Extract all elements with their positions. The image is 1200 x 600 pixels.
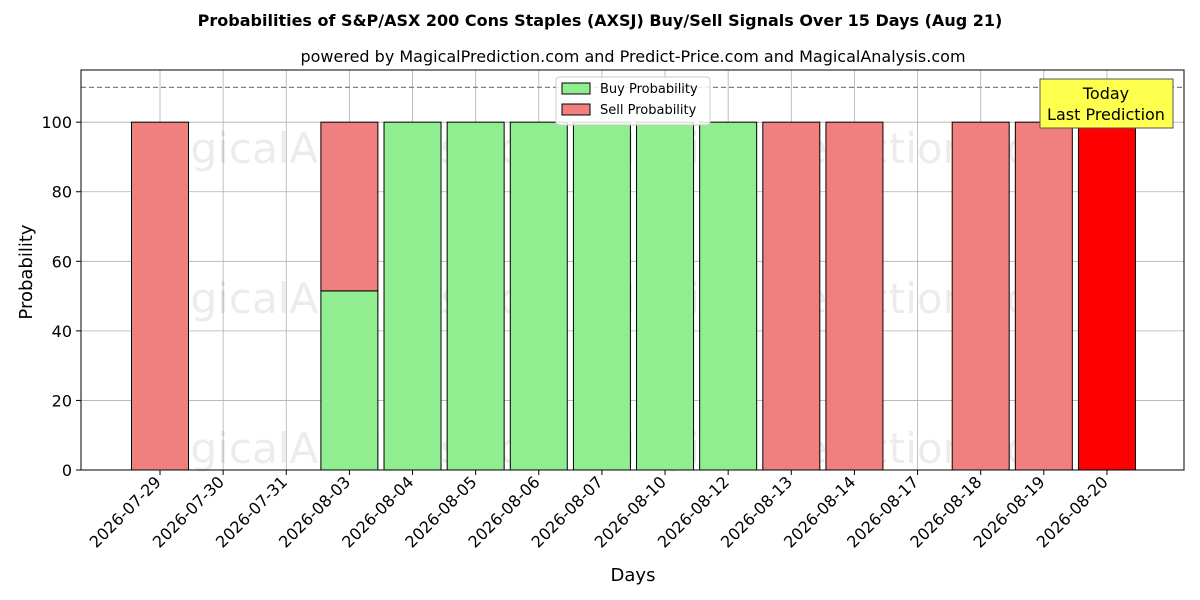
bar-buy-2026-08-06	[509, 121, 568, 471]
y-tick-label: 60	[52, 252, 72, 271]
y-tick-label: 80	[52, 183, 72, 202]
legend-swatch-buy	[561, 82, 591, 95]
x-ticks: 2026-07-292026-07-302026-07-312026-08-03…	[86, 470, 1112, 552]
chart-title: Probabilities of S&P/ASX 200 Cons Staple…	[198, 11, 1003, 30]
chart-subtitle: powered by MagicalPrediction.com and Pre…	[300, 47, 965, 66]
bar-sell-2026-08-18	[951, 121, 1010, 471]
legend-label-buy: Buy Probability	[600, 82, 698, 97]
annotation-box	[1039, 78, 1174, 129]
y-ticks: 0 20 40 60 80 100	[41, 113, 81, 480]
bar-sell-2026-08-03	[320, 121, 379, 292]
bar-buy-2026-08-10	[636, 121, 695, 471]
bar-buy-2026-08-12	[699, 121, 758, 471]
bar-sell-2026-08-14	[825, 121, 884, 471]
y-tick-label: 40	[52, 322, 72, 341]
annotation-text: Last Prediction	[1047, 105, 1165, 124]
legend-label-sell: Sell Probability	[600, 103, 697, 118]
bar-buy-2026-08-05	[446, 121, 505, 471]
bar-buy-2026-08-07	[572, 121, 631, 471]
annotation-text: Today	[1082, 84, 1129, 103]
plot-frame	[80, 69, 1185, 471]
y-tick-label: 20	[52, 391, 72, 410]
x-axis-label: Days	[611, 565, 656, 586]
legend-box	[555, 76, 711, 126]
bar-sell-2026-08-20	[1077, 121, 1136, 471]
bar-sell-2026-08-19	[1014, 121, 1073, 471]
legend-swatch-sell	[561, 103, 591, 116]
bars	[131, 121, 1136, 471]
legend: Buy Probability Sell Probability	[555, 76, 711, 126]
y-tick-label: 100	[41, 113, 72, 132]
bar-buy-2026-08-03	[320, 290, 379, 471]
bar-sell-2026-08-13	[762, 121, 821, 471]
bar-buy-2026-08-04	[383, 121, 442, 471]
today-annotation: Today Last Prediction	[1039, 78, 1174, 129]
bar-sell-2026-07-29	[131, 121, 189, 471]
y-axis-label: Probability	[16, 224, 37, 319]
y-tick-label: 0	[62, 461, 72, 480]
